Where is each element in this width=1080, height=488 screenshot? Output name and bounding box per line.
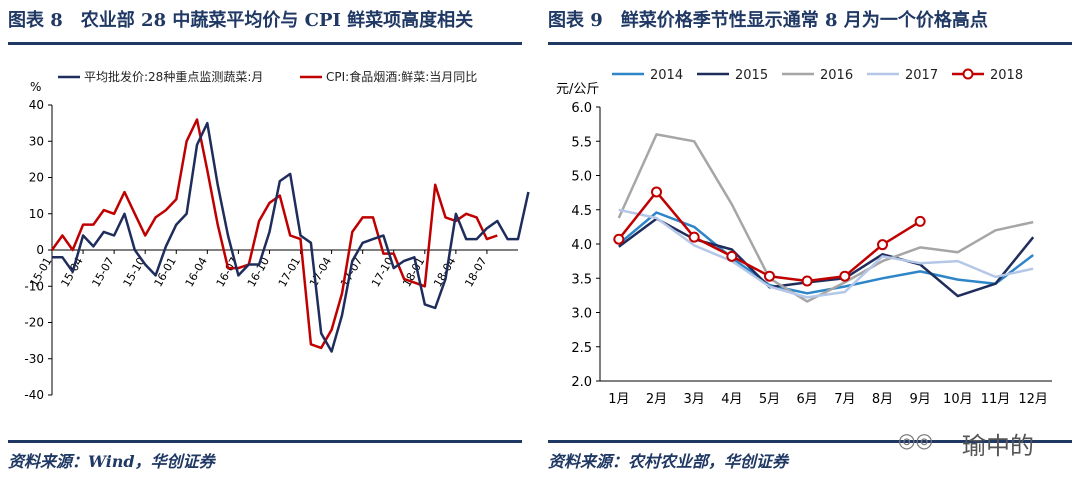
y-tick-label: -10 <box>24 279 44 293</box>
wechat-icon: ◎◎ <box>898 428 933 452</box>
watermark-text: 瑜中的 <box>962 432 1034 460</box>
y-tick-label: 30 <box>29 134 44 148</box>
y-tick-label: -20 <box>24 316 44 330</box>
right-source-note: 资料来源：农村农业部，华创证券 <box>548 452 789 471</box>
y-tick-label: 20 <box>29 171 44 185</box>
y-tick-label: 40 <box>29 98 44 112</box>
legend-label: 2018 <box>990 68 1023 83</box>
y-tick-label: -40 <box>24 388 44 402</box>
series-marker <box>613 233 625 245</box>
legend-label: 2017 <box>905 68 938 83</box>
left-source-note: 资料来源：Wind，华创证券 <box>8 452 215 471</box>
series-line <box>618 208 1034 299</box>
series-line <box>617 190 921 283</box>
left-figure-title: 图表 8 农业部 28 中蔬菜平均价与 CPI 鲜菜项高度相关 <box>8 10 474 31</box>
x-tick-label: 15-01 <box>27 255 54 289</box>
x-tick-label: 16-04 <box>183 255 210 289</box>
x-tick-label: 10月 <box>943 392 973 407</box>
x-tick-label: 1月 <box>608 392 629 407</box>
x-tick-label: 7月 <box>834 392 855 407</box>
legend-label: 平均批发价:28种重点监测蔬菜:月 <box>84 69 263 84</box>
y-axis-unit: 元/公斤 <box>556 82 599 97</box>
series-marker <box>651 186 662 198</box>
x-tick-label: 12月 <box>1018 392 1048 407</box>
series-marker <box>801 275 813 287</box>
x-tick-label: 15-10 <box>121 255 148 289</box>
right-source-rule <box>548 440 1072 443</box>
y-tick-label: 5.5 <box>571 135 592 150</box>
legend-marker <box>962 68 974 80</box>
x-tick-label: 3月 <box>684 392 705 407</box>
series-line <box>617 133 1034 303</box>
y-tick-label: 4.5 <box>571 204 592 219</box>
x-tick-label: 11月 <box>981 392 1011 407</box>
x-tick-label: 18-07 <box>462 255 489 289</box>
x-tick-label: 2月 <box>646 392 667 407</box>
right-title-rule <box>548 42 1072 45</box>
x-tick-label: 17-01 <box>276 255 303 289</box>
y-tick-label: 10 <box>29 207 44 221</box>
y-tick-label: 0 <box>36 243 44 257</box>
wechat-watermark: ◎◎ 瑜中的 <box>898 424 1078 460</box>
y-tick-label: -30 <box>24 352 44 366</box>
series-marker <box>839 270 851 282</box>
legend-label: 2014 <box>650 68 683 83</box>
y-tick-label: 5.0 <box>571 170 592 185</box>
left-source-rule <box>8 440 522 443</box>
right-figure-panel: 图表 9 鲜菜价格季节性显示通常 8 月为一个价格高点 元/公斤 2.0 2.5 3.… <box>540 0 1080 488</box>
x-tick-label: 4月 <box>721 392 742 407</box>
series-marker <box>688 231 700 243</box>
series-line <box>618 217 1035 298</box>
series-line <box>52 121 530 353</box>
series-line <box>617 211 1034 295</box>
series-marker <box>726 250 738 262</box>
x-tick-label: 8月 <box>872 392 893 407</box>
right-line-chart: 元/公斤 2.0 2.5 3.0 3.5 4.0 4.5 5.0 5.5 6.0 1月 2月 3月 4月 5… <box>556 68 1052 407</box>
x-tick-label: 5月 <box>759 392 780 407</box>
left-title-rule <box>8 42 522 45</box>
x-tick-label: 15-07 <box>89 255 116 289</box>
legend-label: CPI:食品烟酒:鲜菜:当月同比 <box>326 69 477 84</box>
left-figure-panel: 图表 8 农业部 28 中蔬菜平均价与 CPI 鲜菜项高度相关 % -40 -30 -… <box>0 0 530 488</box>
y-tick-label: 2.0 <box>571 375 592 390</box>
y-tick-label: 3.5 <box>571 272 592 287</box>
series-line <box>50 118 498 350</box>
x-tick-label: 9月 <box>910 392 931 407</box>
y-tick-label: 4.0 <box>571 238 592 253</box>
series-marker <box>914 215 926 227</box>
legend-label: 2016 <box>820 68 853 83</box>
y-axis-unit: % <box>30 80 41 94</box>
x-tick-label: 6月 <box>797 392 818 407</box>
series-marker <box>764 270 775 282</box>
y-tick-label: 3.0 <box>571 307 592 322</box>
series-marker <box>877 239 888 251</box>
y-tick-label: 6.0 <box>571 101 592 116</box>
x-tick-label: 17-04 <box>307 255 334 289</box>
y-tick-label: 2.5 <box>571 341 592 356</box>
legend-label: 2015 <box>735 68 768 83</box>
right-figure-title: 图表 9 鲜菜价格季节性显示通常 8 月为一个价格高点 <box>548 10 988 31</box>
